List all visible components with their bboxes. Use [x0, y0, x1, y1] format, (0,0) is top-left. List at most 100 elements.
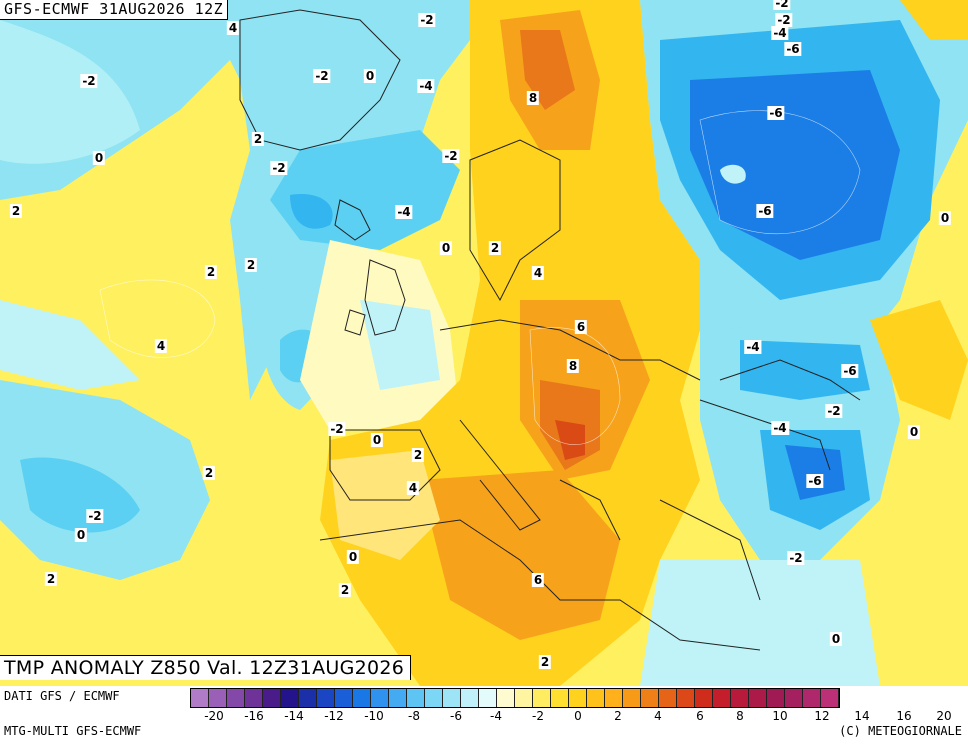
color-scale-swatch [209, 689, 227, 707]
contour-label: 0 [938, 211, 952, 225]
contour-label: -4 [395, 205, 413, 219]
color-scale-swatch [605, 689, 623, 707]
color-scale-tick: -4 [490, 709, 502, 723]
color-scale-tick: -8 [408, 709, 420, 723]
color-scale-tick: -14 [284, 709, 304, 723]
color-scale-swatch [821, 689, 839, 707]
contour-label: -2 [775, 13, 793, 27]
contour-label: 2 [338, 583, 352, 597]
color-scale-tick: -10 [364, 709, 384, 723]
color-scale-swatch [389, 689, 407, 707]
contour-label: 0 [907, 425, 921, 439]
contour-label: 8 [566, 359, 580, 373]
contour-label: 4 [226, 21, 240, 35]
color-scale-swatch [497, 689, 515, 707]
contour-label: -2 [80, 74, 98, 88]
color-scale [190, 688, 840, 708]
color-scale-swatch [407, 689, 425, 707]
contour-label: -4 [744, 340, 762, 354]
contour-label: 6 [531, 573, 545, 587]
color-scale-swatch [587, 689, 605, 707]
contour-label: 0 [370, 433, 384, 447]
data-source: DATI GFS / ECMWF [4, 689, 120, 703]
contour-label: 0 [346, 550, 360, 564]
contour-label: -2 [787, 551, 805, 565]
contour-label: 2 [244, 258, 258, 272]
contour-label: 2 [9, 204, 23, 218]
color-scale-swatch [641, 689, 659, 707]
color-scale-swatch [281, 689, 299, 707]
contour-label: -6 [806, 474, 824, 488]
contour-label: -2 [313, 69, 331, 83]
color-scale-tick: 12 [814, 709, 830, 723]
contour-label: -2 [328, 422, 346, 436]
contour-label: -6 [841, 364, 859, 378]
color-scale-tick: -20 [204, 709, 224, 723]
contour-label: 8 [526, 91, 540, 105]
color-scale-swatch [227, 689, 245, 707]
color-scale-swatch [677, 689, 695, 707]
contour-label: 6 [574, 320, 588, 334]
contour-label: 4 [406, 481, 420, 495]
contour-label: 0 [74, 528, 88, 542]
color-scale-swatch [767, 689, 785, 707]
color-scale-tick: -2 [532, 709, 544, 723]
contour-label: -2 [825, 404, 843, 418]
color-scale-swatch [515, 689, 533, 707]
contour-label: 2 [251, 132, 265, 146]
contour-label: -6 [756, 204, 774, 218]
color-scale-swatch [371, 689, 389, 707]
color-scale-tick: 6 [696, 709, 704, 723]
color-scale-swatch [803, 689, 821, 707]
color-scale-swatch [425, 689, 443, 707]
contour-label: 2 [411, 448, 425, 462]
contour-label: -2 [418, 13, 436, 27]
color-scale-swatch [191, 689, 209, 707]
contour-label: 0 [363, 69, 377, 83]
contour-label: 2 [44, 572, 58, 586]
temperature-anomaly-map[interactable] [0, 0, 968, 686]
contour-label: -6 [767, 106, 785, 120]
contour-label: 2 [488, 241, 502, 255]
color-scale-tick: -6 [450, 709, 462, 723]
contour-label: 2 [538, 655, 552, 669]
color-scale-tick: 2 [614, 709, 622, 723]
color-scale-swatch [533, 689, 551, 707]
color-scale-swatch [353, 689, 371, 707]
color-scale-tick: 14 [854, 709, 870, 723]
contour-label: -2 [442, 149, 460, 163]
contour-label: -4 [417, 79, 435, 93]
color-scale-swatch [245, 689, 263, 707]
color-scale-tick: 4 [654, 709, 662, 723]
contour-label: -2 [270, 161, 288, 175]
contour-label: 0 [829, 632, 843, 646]
contour-label: 4 [531, 266, 545, 280]
contour-label: -4 [771, 26, 789, 40]
color-scale-swatch [317, 689, 335, 707]
color-scale-swatch [461, 689, 479, 707]
copyright: (C) METEOGIORNALE [839, 724, 962, 738]
color-scale-tick: -16 [244, 709, 264, 723]
color-scale-swatch [785, 689, 803, 707]
color-scale-swatch [551, 689, 569, 707]
color-scale-tick: 20 [936, 709, 952, 723]
color-scale-tick: 8 [736, 709, 744, 723]
run-header: GFS-ECMWF 31AUG2026 12Z [0, 0, 229, 20]
contour-label: 0 [439, 241, 453, 255]
model-source: MTG-MULTI GFS-ECMWF [4, 724, 142, 738]
contour-label: 4 [154, 339, 168, 353]
color-scale-swatch [659, 689, 677, 707]
contour-label: 2 [204, 265, 218, 279]
map-caption: TMP ANOMALY Z850 Val. 12Z31AUG2026 [0, 655, 412, 680]
contour-label: -2 [86, 509, 104, 523]
contour-label: -4 [771, 421, 789, 435]
contour-label: -6 [784, 42, 802, 56]
contour-label: 2 [202, 466, 216, 480]
color-scale-swatch [713, 689, 731, 707]
color-scale-swatch [731, 689, 749, 707]
color-scale-swatch [335, 689, 353, 707]
color-scale-swatch [623, 689, 641, 707]
contour-label: 0 [92, 151, 106, 165]
color-scale-swatch [443, 689, 461, 707]
contour-label: -2 [773, 0, 791, 10]
